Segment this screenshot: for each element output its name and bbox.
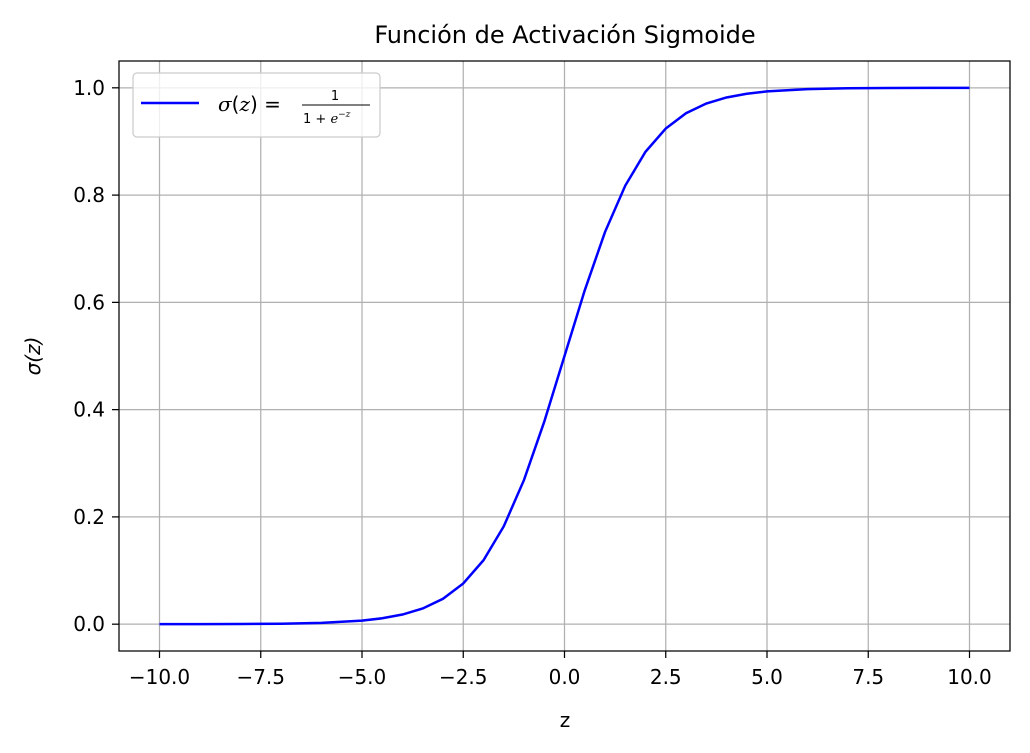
- legend-label-sigmoid: σ(z) =: [218, 92, 281, 116]
- y-tick-label: 1.0: [73, 76, 105, 100]
- y-tick-label: 0.6: [73, 290, 105, 314]
- x-tick-label: 7.5: [852, 665, 884, 689]
- legend-box: [132, 72, 381, 138]
- x-tick-label: −5.0: [338, 665, 387, 689]
- series-line-sigmoid: [159, 86, 970, 626]
- legend: σ(z) = 1 1 + e−z: [132, 72, 381, 138]
- x-axis-label: z: [560, 708, 571, 732]
- x-tick-label: 5.0: [751, 665, 783, 689]
- chart-title: Función de Activación Sigmoide: [374, 21, 755, 49]
- y-axis-label: σ(z): [21, 337, 45, 376]
- x-tick-label: 0.0: [549, 665, 581, 689]
- y-tick-label: 0.8: [73, 183, 105, 207]
- x-axis-ticks: −10.0 −7.5 −5.0 −2.5 0.0 2.5 5.0 7.5 10.0: [129, 651, 992, 689]
- x-tick-label: −7.5: [236, 665, 285, 689]
- y-tick-label: 0.2: [73, 505, 105, 529]
- x-tick-label: −10.0: [129, 665, 190, 689]
- x-tick-label: −2.5: [439, 665, 488, 689]
- x-tick-label: 2.5: [650, 665, 682, 689]
- y-tick-label: 0.0: [73, 612, 105, 636]
- legend-fraction-numerator: 1: [331, 89, 339, 104]
- legend-fraction-denominator: 1 + e−z: [303, 110, 351, 127]
- y-axis-ticks: 0.0 0.2 0.4 0.6 0.8 1.0: [73, 76, 119, 636]
- y-tick-label: 0.4: [73, 398, 105, 422]
- x-tick-label: 10.0: [947, 665, 992, 689]
